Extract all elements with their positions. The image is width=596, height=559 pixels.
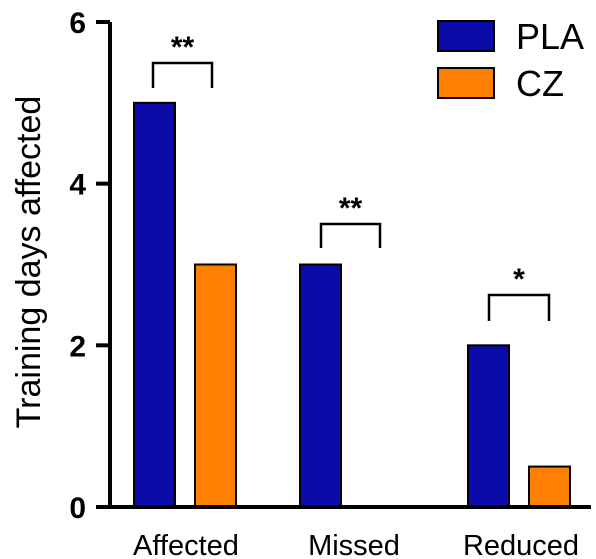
bar-pla-affected [133,101,176,508]
x-category-label-2: Reduced [463,530,579,559]
category-labels: Affected Missed Reduced [133,530,579,559]
y-tick-label-3: 6 [69,7,86,40]
legend-label-pla: PLA [516,16,584,57]
legend-item-pla: PLA [437,16,584,57]
legend-swatch-cz [437,67,495,99]
bar-cz-affected [194,263,237,508]
bar-pla-missed [299,263,342,508]
significance-brackets: ***** [151,31,551,321]
significance-bracket-1 [319,222,382,248]
bar-cz-reduced [528,465,571,509]
y-tick-label-2: 4 [69,169,86,202]
significance-bracket-0 [151,61,214,88]
legend: PLA CZ [437,16,584,104]
significance-bracket-2 [487,293,551,321]
legend-swatch-pla [437,20,495,52]
x-category-label-1: Missed [308,530,400,559]
y-axis-title: Training days affected [10,96,48,429]
y-tick-label-0: 0 [69,492,86,525]
x-category-label-0: Affected [133,530,239,559]
significance-label-2: * [513,263,525,296]
legend-label-cz: CZ [516,63,564,104]
y-axis-ticks: 0 2 4 6 [69,7,110,525]
y-tick-label-1: 2 [69,330,86,363]
bar-group [133,101,571,509]
bar-pla-reduced [467,344,510,509]
significance-label-1: ** [339,192,363,225]
legend-item-cz: CZ [437,63,564,104]
significance-label-0: ** [171,31,195,64]
